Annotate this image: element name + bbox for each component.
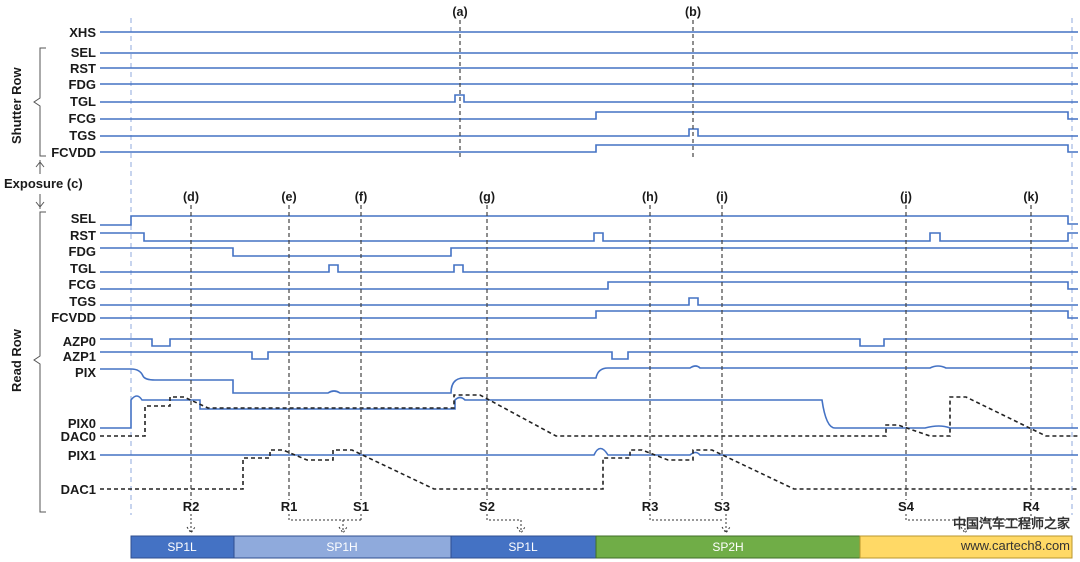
phase-label-sp2h: SP2H	[712, 540, 743, 554]
read-label-tgs: TGS	[69, 294, 96, 309]
exposure-label: Exposure (c)	[4, 176, 83, 191]
waveform-read-azp0	[100, 338, 1078, 347]
phase-label-sp1l-2: SP1L	[508, 540, 538, 554]
read-label-pix0: PIX0	[68, 416, 96, 431]
watermark: 中国汽车工程师之家 www.cartech8.com	[953, 516, 1071, 553]
marker-a: (a)	[452, 5, 467, 19]
waveform-read-azp1	[100, 351, 1078, 360]
read-label-fcvdd: FCVDD	[51, 310, 96, 325]
waveform-shutter-tgs	[100, 128, 1078, 137]
waveform-read-pix0	[100, 395, 1078, 429]
connector-r3-s3	[649, 514, 731, 534]
read-label-sel: SEL	[71, 211, 96, 226]
signal-label-tgs: TGS	[69, 128, 96, 143]
sample-label-r2: R2	[183, 499, 200, 514]
phase-segment-yellow	[859, 535, 1073, 559]
read-label-dac0: DAC0	[61, 429, 96, 444]
sample-label-r3: R3	[642, 499, 659, 514]
sample-label-s3: S3	[714, 499, 730, 514]
sample-label-s4: S4	[898, 499, 915, 514]
shutter-row-brace	[33, 47, 46, 157]
sample-label-r1: R1	[281, 499, 298, 514]
marker-f: (f)	[355, 190, 368, 204]
signal-label-rst: RST	[70, 61, 96, 76]
read-label-pix: PIX	[75, 365, 96, 380]
marker-i: (i)	[716, 190, 728, 204]
waveform-read-fcg	[100, 281, 1078, 290]
read-label-azp0: AZP0	[63, 334, 96, 349]
read-label-pix1: PIX1	[68, 448, 96, 463]
signal-label-xhs: XHS	[69, 25, 96, 40]
read-label-fdg: FDG	[69, 244, 96, 259]
marker-j: (j)	[900, 190, 912, 204]
waveform-read-fcvdd	[100, 310, 1078, 319]
read-label-rst: RST	[70, 228, 96, 243]
waveform-read-dac0	[100, 394, 1078, 437]
read-label-tgl: TGL	[70, 261, 96, 276]
read-row-brace	[33, 211, 46, 513]
waveform-read-pix	[100, 365, 1078, 394]
marker-g: (g)	[479, 190, 495, 204]
signal-label-fdg: FDG	[69, 77, 96, 92]
connector-s4-r4	[905, 514, 1032, 534]
waveform-read-tgl	[100, 264, 1078, 273]
marker-h: (h)	[642, 190, 658, 204]
shutter-row-label: Shutter Row	[9, 67, 24, 144]
waveform-shutter-fcvdd	[100, 144, 1078, 153]
phase-label-sp1l-1: SP1L	[167, 540, 197, 554]
signal-label-fcvdd: FCVDD	[51, 145, 96, 160]
marker-d: (d)	[183, 190, 199, 204]
signal-label-fcg: FCG	[69, 111, 96, 126]
exposure-arrows	[35, 160, 45, 209]
sample-label-s2: S2	[479, 499, 495, 514]
watermark-line2: www.cartech8.com	[960, 538, 1070, 553]
signal-label-tgl: TGL	[70, 94, 96, 109]
connector-r2	[186, 514, 196, 534]
read-label-dac1: DAC1	[61, 482, 96, 497]
connector-s2	[486, 514, 526, 534]
sample-label-r4: R4	[1023, 499, 1040, 514]
waveform-shutter-fcg	[100, 111, 1078, 120]
watermark-line1: 中国汽车工程师之家	[953, 516, 1071, 531]
waveform-read-rst	[100, 232, 1078, 242]
waveform-read-tgs	[100, 297, 1078, 306]
signal-label-sel: SEL	[71, 45, 96, 60]
connector-r1-s1	[288, 514, 362, 534]
waveform-read-dac1	[100, 449, 1078, 490]
waveform-read-pix1	[100, 447, 1078, 456]
read-label-fcg: FCG	[69, 277, 96, 292]
sample-connectors	[186, 514, 1032, 534]
marker-e: (e)	[281, 190, 296, 204]
marker-b: (b)	[685, 5, 701, 19]
waveform-read-sel	[100, 215, 1078, 226]
read-label-azp1: AZP1	[63, 349, 96, 364]
sample-label-s1: S1	[353, 499, 369, 514]
shutter-row-group: Shutter Row	[9, 47, 46, 157]
phase-label-sp1h: SP1H	[326, 540, 357, 554]
marker-k: (k)	[1023, 190, 1038, 204]
waveform-read-fdg	[100, 247, 1078, 257]
read-row-group: Read Row	[9, 211, 46, 513]
waveform-shutter-tgl	[100, 94, 1078, 103]
read-row-label: Read Row	[9, 328, 24, 392]
